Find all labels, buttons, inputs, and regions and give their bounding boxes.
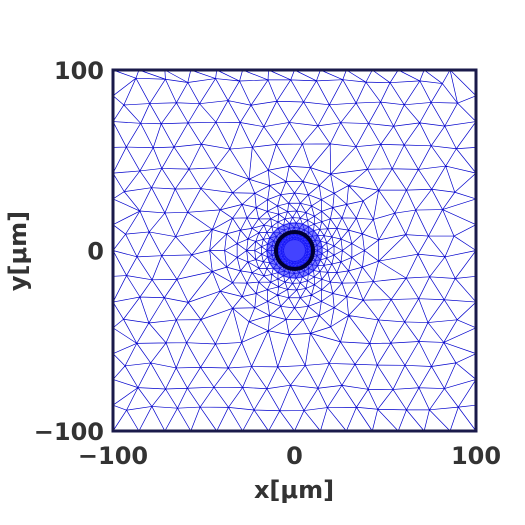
x-tick-labels: −100 0 100 — [78, 442, 501, 470]
plot-area — [111, 68, 478, 433]
axes-frame — [111, 68, 478, 433]
x-tick-label: 0 — [286, 442, 303, 470]
y-tick-labels: −100 0 100 — [34, 57, 104, 446]
x-tick-label: 100 — [451, 442, 501, 470]
y-tick-label: 100 — [54, 57, 104, 85]
y-tick-label: −100 — [34, 418, 104, 446]
x-axis-label: x[μm] — [254, 476, 334, 504]
y-axis-label: y[μm] — [4, 211, 32, 291]
inclusion-circle — [273, 229, 316, 272]
x-tick-label: −100 — [78, 442, 148, 470]
y-tick-label: 0 — [87, 238, 104, 266]
